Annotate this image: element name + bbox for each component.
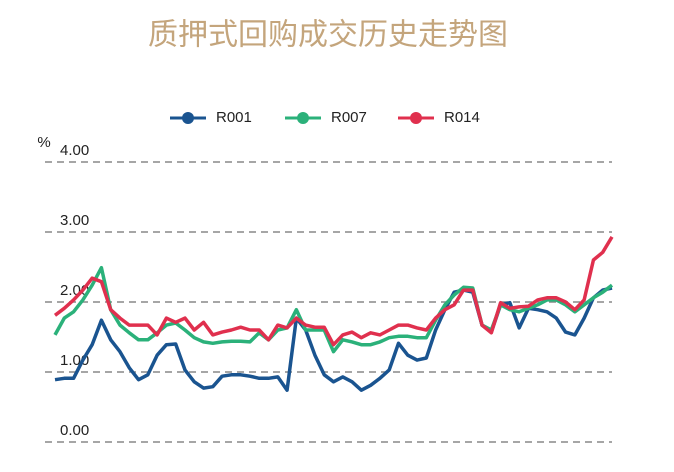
y-axis-label: % [37,134,50,151]
legend-marker [182,112,194,124]
chart-title: 质押式回购成交历史走势图 [148,18,508,53]
legend-marker [297,112,309,124]
y-tick-label: 4.00 [60,142,89,159]
series-line [53,235,614,347]
series-line [53,265,614,354]
legend-label: R014 [444,109,480,126]
y-tick-label: 2.00 [60,282,89,299]
series-line [54,286,613,392]
legend-marker [410,112,422,124]
legend-label: R001 [216,109,252,126]
legend-label: R007 [331,109,367,126]
y-tick-label: 0.00 [60,422,89,439]
y-tick-label: 3.00 [60,212,89,229]
